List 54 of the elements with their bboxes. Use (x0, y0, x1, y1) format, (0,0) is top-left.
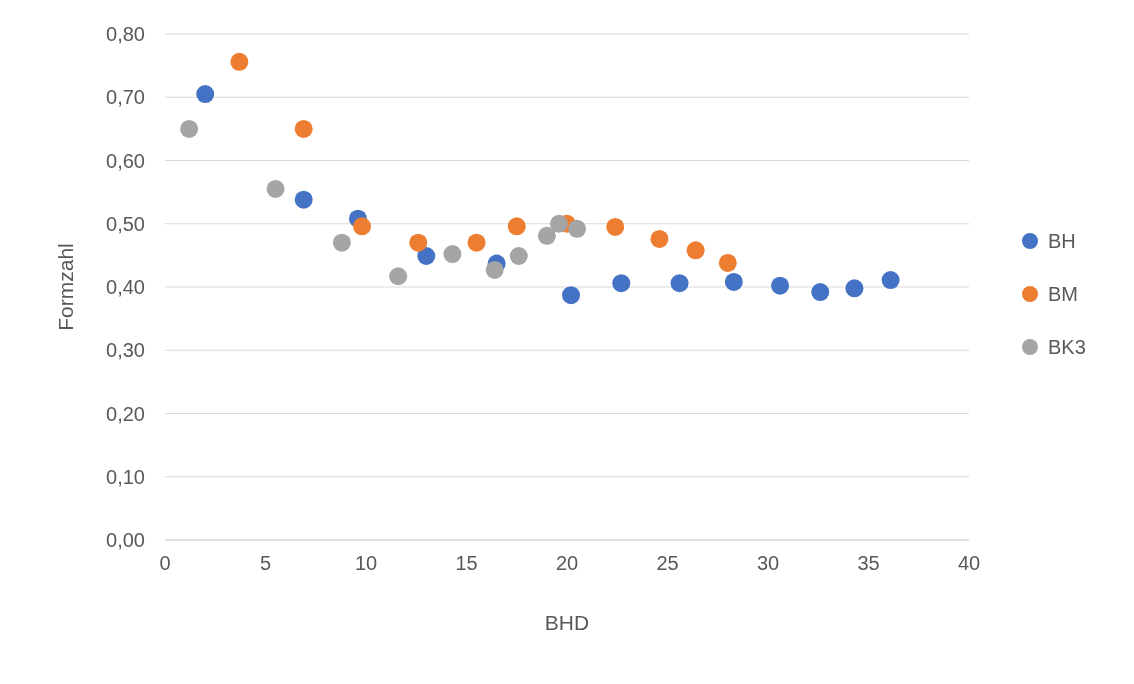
x-tick-label: 40 (957, 552, 981, 574)
point (409, 233, 428, 252)
point (443, 245, 462, 264)
point (294, 119, 313, 138)
point (718, 253, 737, 272)
y-tick-label: 0,80 (106, 23, 145, 45)
legend-label: BH (1048, 230, 1076, 252)
x-tick-label: 0 (159, 552, 171, 574)
point (606, 217, 625, 236)
y-axis-title: Formzahl (54, 243, 77, 331)
point (509, 247, 528, 265)
point (389, 267, 408, 286)
point (467, 233, 486, 252)
y-tick-label: 0,70 (106, 86, 145, 109)
point (485, 260, 504, 279)
point (417, 247, 436, 265)
x-tick-label: 15 (455, 552, 478, 574)
y-tick-label: 0,40 (106, 276, 145, 298)
legend-label: BM (1048, 283, 1078, 305)
point (332, 233, 351, 252)
x-tick-label: 10 (354, 552, 378, 574)
point (537, 226, 556, 245)
point (670, 274, 689, 293)
point (230, 52, 249, 71)
point (507, 217, 526, 236)
point (549, 214, 568, 233)
point (352, 217, 371, 236)
point (180, 119, 199, 138)
y-tick-label: 0,30 (106, 339, 145, 362)
point (845, 279, 864, 298)
x-tick-label: 30 (756, 552, 780, 574)
x-tick-label: 25 (656, 552, 679, 574)
point (266, 179, 285, 198)
point (650, 229, 669, 248)
y-tick-label: 0,20 (106, 402, 145, 425)
y-tick-label: 0,50 (106, 212, 145, 235)
y-tick-label: 0,00 (106, 529, 145, 551)
point (612, 274, 631, 293)
point (811, 283, 830, 302)
point (294, 190, 313, 209)
point (568, 219, 587, 238)
x-axis-title: BHD (544, 611, 590, 634)
x-tick-label: 20 (555, 552, 579, 574)
point (724, 272, 743, 291)
point (686, 241, 705, 260)
x-tick-label: 5 (259, 552, 272, 574)
point (562, 286, 581, 305)
y-tick-label: 0,60 (106, 149, 145, 172)
legend-label: BK3 (1048, 336, 1086, 358)
point (771, 276, 790, 295)
point (881, 271, 900, 290)
y-tick-label: 0,10 (106, 465, 145, 488)
point (196, 85, 215, 104)
x-tick-label: 35 (857, 552, 880, 574)
